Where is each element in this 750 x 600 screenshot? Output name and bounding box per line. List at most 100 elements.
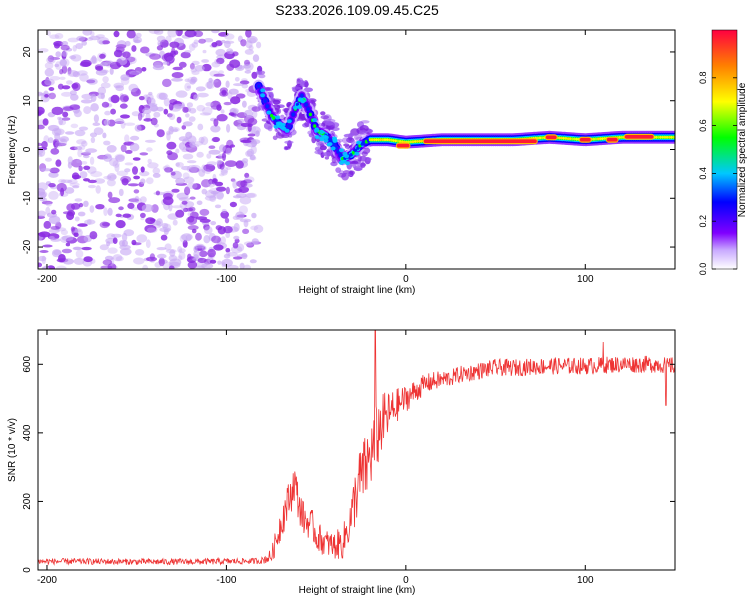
noise-speckle: [109, 61, 121, 70]
transition-blob: [272, 99, 281, 105]
ridge-cell: [306, 107, 310, 111]
noise-speckle: [256, 41, 262, 49]
noise-speckle: [147, 158, 152, 164]
noise-speckle: [152, 64, 165, 71]
carrier-core: [381, 138, 385, 142]
noise-speckle: [95, 204, 105, 210]
transition-blob: [361, 151, 368, 157]
ridge-cell: [291, 112, 295, 117]
noise-speckle: [99, 221, 110, 229]
noise-speckle: [133, 175, 141, 180]
transition-blob: [319, 145, 327, 151]
transition-highlight: [260, 88, 266, 93]
noise-speckle: [169, 249, 176, 257]
noise-speckle: [38, 262, 43, 268]
noise-speckle: [211, 61, 221, 68]
noise-speckle: [235, 93, 246, 99]
noise-speckle: [187, 225, 199, 231]
noise-speckle: [233, 235, 240, 240]
noise-speckle: [184, 30, 197, 38]
transition-highlight: [292, 105, 298, 110]
noise-speckle: [148, 97, 156, 106]
noise-speckle: [214, 181, 224, 187]
noise-speckle: [74, 146, 83, 151]
noise-speckle: [242, 228, 250, 234]
noise-speckle: [163, 108, 169, 115]
noise-speckle: [106, 145, 117, 153]
carrier-core: [657, 135, 660, 139]
noise-speckle: [156, 35, 166, 42]
noise-speckle: [234, 188, 243, 193]
noise-speckle: [233, 83, 244, 87]
noise-speckle: [247, 133, 256, 137]
noise-speckle: [216, 191, 224, 200]
noise-speckle: [208, 149, 221, 155]
noise-speckle: [115, 85, 124, 92]
noise-speckle: [202, 49, 207, 54]
noise-speckle: [186, 164, 198, 174]
noise-speckle: [102, 132, 107, 139]
noise-speckle: [45, 206, 51, 215]
noise-speckle: [77, 211, 86, 217]
noise-speckle: [191, 70, 200, 75]
noise-speckle: [199, 208, 210, 216]
carrier-core: [655, 135, 658, 139]
noise-speckle: [76, 139, 87, 145]
noise-speckle: [195, 243, 205, 249]
noise-speckle: [141, 67, 147, 72]
noise-speckle: [141, 204, 154, 213]
noise-speckle: [239, 196, 252, 205]
noise-speckle: [240, 122, 251, 127]
colorbar-tick-label: 0.4: [698, 167, 708, 180]
noise-speckle: [195, 86, 206, 92]
noise-speckle: [204, 38, 214, 43]
noise-speckle: [203, 223, 210, 231]
noise-speckle: [61, 117, 71, 121]
noise-speckle: [99, 244, 109, 251]
noise-speckle: [89, 205, 95, 213]
noise-speckle: [90, 136, 96, 144]
noise-speckle: [95, 34, 105, 39]
noise-speckle: [238, 205, 248, 215]
noise-speckle: [142, 264, 149, 269]
carrier-core: [575, 137, 578, 141]
noise-speckle: [106, 174, 112, 181]
carrier-core: [370, 138, 374, 142]
noise-speckle: [41, 200, 53, 205]
noise-speckle: [166, 132, 171, 141]
noise-speckle: [58, 254, 66, 263]
noise-speckle: [75, 249, 84, 259]
transition-highlight: [327, 142, 333, 147]
noise-speckle: [59, 136, 69, 143]
noise-speckle: [223, 225, 233, 234]
noise-speckle: [129, 143, 140, 152]
hot-segment: [606, 137, 618, 142]
noise-speckle: [232, 195, 242, 199]
noise-speckle: [83, 151, 91, 155]
transition-blob: [255, 70, 263, 75]
noise-speckle: [55, 61, 62, 70]
noise-speckle: [112, 254, 123, 262]
ridge-cell: [287, 124, 291, 128]
noise-speckle: [67, 179, 78, 185]
noise-speckle: [50, 226, 60, 230]
noise-speckle: [57, 116, 62, 120]
noise-speckle: [107, 207, 113, 216]
snr-y-ticks: 0 200 400 600: [22, 356, 675, 573]
noise-speckle: [38, 255, 47, 262]
noise-speckle: [215, 48, 226, 57]
noise-speckle: [53, 249, 62, 256]
noise-speckle: [38, 142, 43, 147]
spectrogram-x-tick-label: 0: [403, 274, 409, 285]
noise-speckle: [170, 50, 176, 57]
noise-speckle: [253, 224, 264, 233]
noise-speckle: [211, 235, 222, 244]
noise-speckle: [204, 195, 216, 201]
noise-speckle: [70, 123, 79, 129]
noise-speckle: [169, 265, 175, 269]
noise-speckle: [251, 212, 257, 219]
noise-speckle: [207, 248, 216, 258]
carrier-core: [411, 140, 415, 144]
noise-speckle: [178, 251, 186, 260]
